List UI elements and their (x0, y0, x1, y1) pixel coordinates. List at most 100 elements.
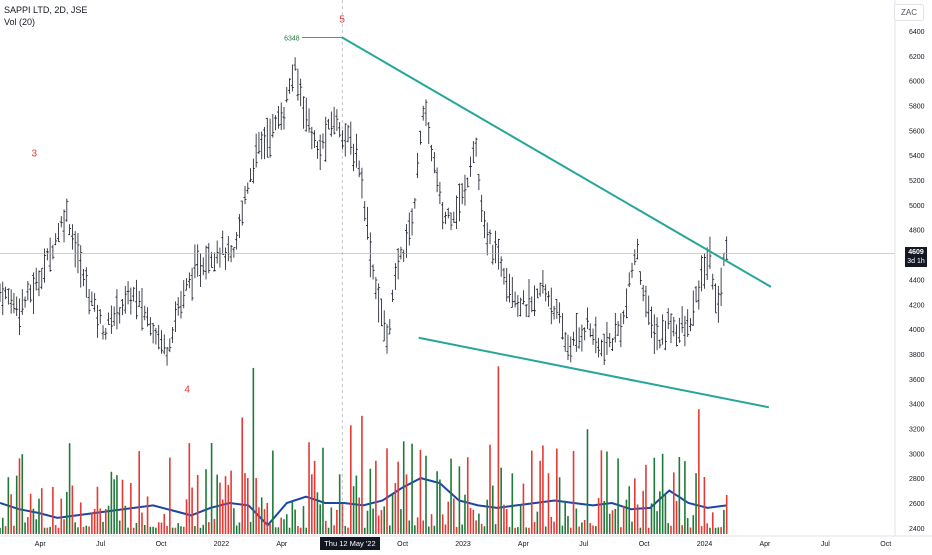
volume-bar-down (489, 444, 491, 534)
volume-bar-up (372, 508, 374, 534)
trendline-upper[interactable] (341, 36, 772, 288)
volume-bar-up (205, 469, 207, 534)
volume-bar-up (544, 526, 547, 534)
volume-bar-down (132, 527, 135, 534)
volume-bar-down (27, 517, 29, 534)
volume-bar-up (606, 451, 608, 534)
volume-bar-up (684, 461, 686, 534)
crosshair-date-label: Thu 12 May '22 (320, 537, 380, 550)
volume-bar-up (461, 524, 463, 534)
volume-bar-down (336, 509, 338, 534)
volume-bar-down (675, 500, 678, 534)
volume-bar-up (260, 497, 263, 534)
y-tick-label: 2400 (909, 526, 925, 533)
trendline-lower[interactable] (418, 336, 770, 409)
volume-bar-up (478, 513, 480, 534)
volume-bar-up (678, 456, 681, 534)
volume-indicator-label[interactable]: Vol (20) (4, 17, 36, 27)
volume-bar-down (475, 520, 477, 534)
volume-bar-up (74, 522, 76, 534)
volume-bar-down (377, 515, 380, 534)
volume-bar-up (433, 525, 436, 534)
volume-bar-down (469, 508, 472, 534)
volume-bar-up (625, 499, 628, 534)
volume-bar-down (244, 473, 246, 534)
volume-bar-down (466, 457, 469, 534)
volume-bar-down (528, 527, 530, 534)
volume-bar-up (427, 526, 430, 534)
volume-bar-up (202, 524, 205, 534)
volume-bar-up (458, 466, 461, 534)
volume-bar-down (196, 474, 199, 534)
volume-bar-up (692, 515, 695, 534)
volume-bar-up (180, 526, 182, 534)
y-tick-label: 5000 (909, 203, 925, 210)
trendlines-layer[interactable] (341, 36, 772, 409)
volume-bar-down (405, 474, 408, 534)
volume-bar-up (388, 525, 391, 534)
x-tick-label: Jul (579, 541, 588, 548)
volume-bar-down (29, 493, 32, 534)
volume-bar-down (380, 510, 383, 534)
volume-bar-down (720, 527, 722, 534)
volume-bar-down (297, 525, 299, 534)
volume-bar-down (642, 490, 644, 534)
volume-bar-down (91, 512, 93, 534)
y-tick-label: 4800 (909, 228, 925, 235)
y-tick-label: 5800 (909, 104, 925, 111)
x-tick-label: 2023 (455, 541, 471, 548)
volume-bar-down (333, 525, 335, 534)
volume-bar-down (99, 508, 102, 534)
volume-bar-up (628, 486, 631, 534)
x-axis[interactable]: Apr Jul Oct 2022 Apr Jul Oct 2023 Apr Jul Oct 2024 A… (35, 541, 891, 548)
volume-bar-down (255, 478, 257, 534)
volume-bar-up (285, 514, 288, 534)
volume-bar-up (686, 517, 689, 534)
volume-bar-down (71, 485, 74, 534)
volume-bar-down (208, 522, 210, 534)
volume-bar-down (299, 527, 302, 534)
y-tick-label: 4000 (909, 327, 925, 334)
volume-bar-down (533, 522, 536, 534)
y-tick-label: 4400 (909, 277, 925, 284)
volume-bar-up (425, 455, 427, 534)
currency-button[interactable]: ZAC (894, 4, 924, 21)
volume-bar-up (366, 510, 369, 534)
volume-bar-up (127, 527, 129, 534)
volume-bar-up (77, 527, 79, 534)
y-axis[interactable]: 6400620060005800560054005200500048004600… (909, 29, 925, 533)
volume-bar-down (441, 514, 444, 534)
volume-bar-up (252, 367, 255, 534)
volume-bar-down (191, 487, 193, 534)
volume-bar-up (38, 498, 40, 534)
wave-label: 4 (184, 385, 190, 396)
volume-bar-down (447, 501, 450, 534)
volume-bar-up (511, 473, 514, 534)
volume-bar-up (238, 522, 241, 534)
volume-bar-down (698, 409, 700, 534)
volume-bar-down (224, 476, 227, 534)
volume-bar-up (116, 475, 118, 534)
volume-bar-down (419, 449, 422, 534)
volume-bar-down (386, 448, 388, 534)
volume-bar-up (143, 525, 146, 534)
volume-bar-up (35, 519, 37, 534)
volume-bar-down (672, 472, 675, 534)
volume-bar-down (121, 479, 124, 534)
volume-bar-up (85, 525, 88, 534)
volume-bar-down (578, 526, 580, 534)
volume-bar-down (422, 520, 424, 534)
volume-bar-up (107, 505, 110, 534)
volume-bar-down (185, 499, 188, 534)
y-tick-label: 2800 (909, 476, 925, 483)
volume-bar-down (542, 445, 544, 534)
volume-bar-up (24, 522, 26, 534)
volume-bar-down (647, 527, 650, 534)
volume-bar-up (653, 457, 656, 534)
volume-bar-down (633, 478, 636, 534)
price-bars-layer (0, 57, 895, 366)
x-tick-label: Apr (518, 541, 530, 548)
volume-bar-down (266, 502, 269, 534)
